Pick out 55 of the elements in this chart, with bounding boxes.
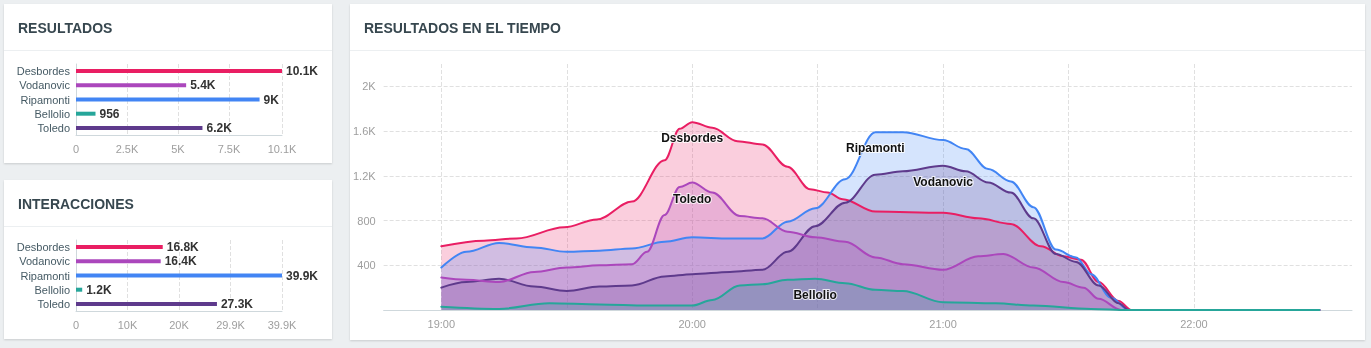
chart-title: RESULTADOS <box>18 20 113 36</box>
y-tick-label: Toledo <box>37 297 70 310</box>
y-tick-label: Bellolio <box>34 283 70 296</box>
data-label: 10.1K <box>286 64 319 79</box>
y-tick-label: Bellolio <box>34 107 70 120</box>
y-tick-label: Vodanovic <box>19 79 71 92</box>
y-tick-label: 2K <box>362 80 377 93</box>
x-tick-label: 10.1K <box>267 142 298 155</box>
x-tick-label: 0 <box>72 318 80 331</box>
data-label: 1.2K <box>86 282 112 297</box>
chart-title: INTERACCIONES <box>18 196 134 212</box>
series-label: Toledo <box>672 191 712 206</box>
data-label: 16.4K <box>164 254 198 269</box>
bar <box>76 259 161 264</box>
data-label: 956 <box>99 106 120 121</box>
y-tick-label: 1.6K <box>352 125 377 138</box>
y-tick-label: Vodanovic <box>19 255 71 268</box>
x-tick-label: 20K <box>169 318 190 331</box>
series-label: Bellolio <box>793 287 837 302</box>
y-tick-label: Desbordes <box>16 241 71 254</box>
y-tick-label: Toledo <box>37 121 70 134</box>
x-tick-label: 19:00 <box>427 317 456 330</box>
bar <box>76 97 260 102</box>
y-tick-label: 400 <box>357 259 376 272</box>
x-tick-label: 5K <box>171 142 186 155</box>
bar <box>76 125 203 130</box>
bar <box>76 83 187 88</box>
data-label: 39.9K <box>286 268 319 283</box>
x-tick-label: 21:00 <box>929 317 957 330</box>
x-tick-label: 10K <box>117 318 138 331</box>
x-tick-label: 7.5K <box>217 142 241 155</box>
x-tick-label: 39.9K <box>267 318 298 331</box>
x-tick-label: 0 <box>72 142 80 155</box>
bar <box>76 245 163 250</box>
bar <box>76 273 282 278</box>
y-tick-label: Ripamonti <box>20 269 70 282</box>
data-label: 5.4K <box>190 78 216 93</box>
x-tick-label: 29.9K <box>216 318 246 331</box>
series-label: Vodanovic <box>913 174 974 189</box>
data-label: 9K <box>263 92 280 107</box>
y-tick-label: Desbordes <box>16 65 71 78</box>
data-label: 6.2K <box>206 120 233 135</box>
bar <box>76 301 217 306</box>
x-tick-label: 2.5K <box>115 142 139 155</box>
y-tick-label: Ripamonti <box>20 93 70 106</box>
chart-title: RESULTADOS EN EL TIEMPO <box>364 20 561 36</box>
bar <box>76 111 96 116</box>
data-label: 16.8K <box>166 240 200 255</box>
bar <box>76 287 83 292</box>
x-tick-label: 22:00 <box>1180 317 1208 330</box>
y-tick-label: 800 <box>357 214 376 227</box>
x-tick-label: 20:00 <box>678 317 706 330</box>
bar <box>76 69 282 74</box>
y-tick-label: 1.2K <box>352 169 377 182</box>
data-label: 27.3K <box>220 296 254 311</box>
